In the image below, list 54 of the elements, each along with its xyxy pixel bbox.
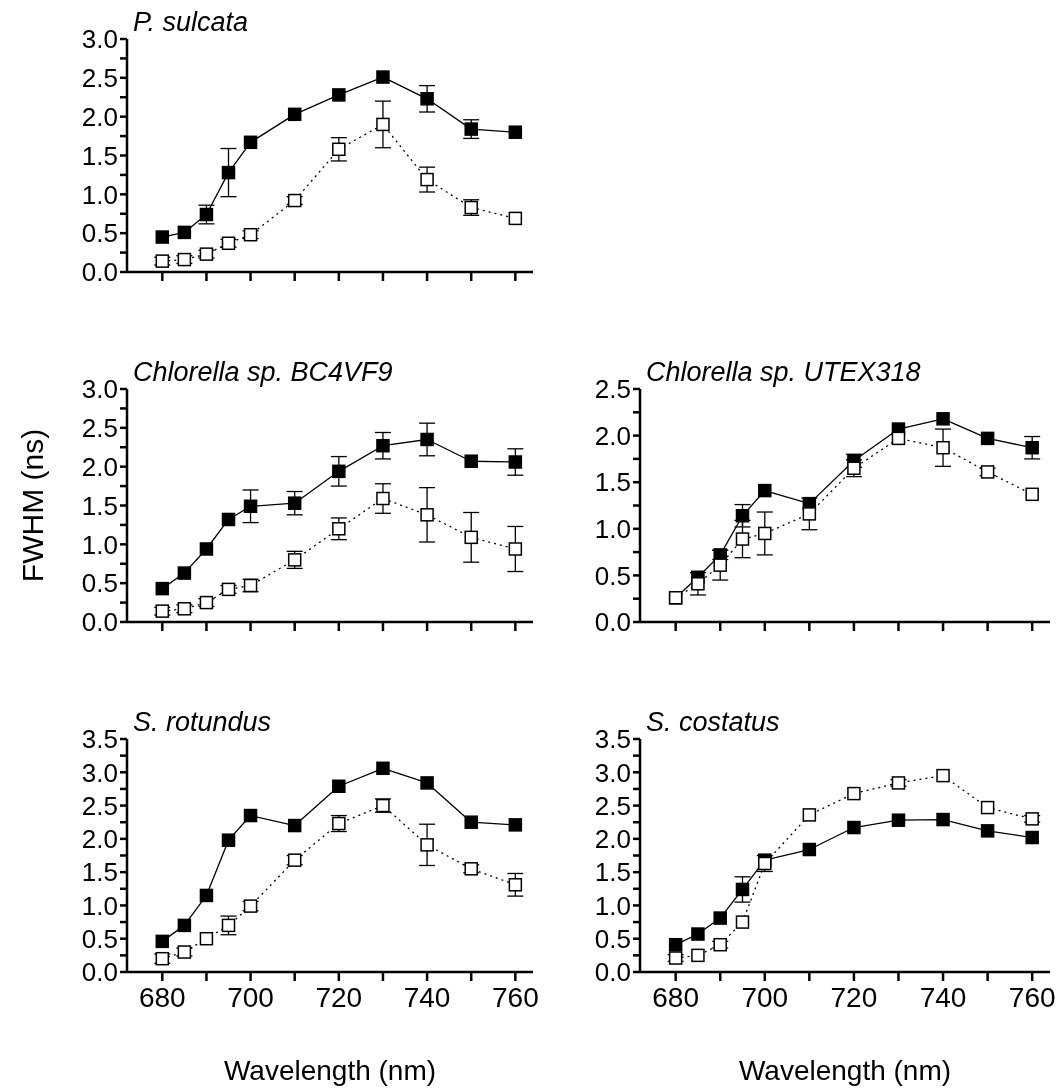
y-tick-label: 2.0	[81, 101, 118, 132]
x-tick-label: 700	[741, 981, 789, 1013]
chart-title: P. sulcata	[133, 7, 249, 38]
x-tick-label: 720	[315, 981, 363, 1013]
x-tick-label: 680	[138, 981, 186, 1013]
x-tick-label: 680	[652, 981, 700, 1013]
y-tick-label: 1.0	[594, 890, 631, 921]
y-tick-label: 2.5	[81, 413, 118, 444]
y-tick-label: 0.0	[594, 957, 631, 988]
y-tick-label: 2.0	[594, 420, 631, 451]
y-tick-label: 2.5	[594, 374, 631, 405]
y-tick-label: 0.0	[81, 257, 118, 288]
y-tick-label: 3.5	[81, 724, 118, 755]
y-tick-label: 1.0	[594, 514, 631, 545]
y-tick-label: 0.0	[81, 957, 118, 988]
y-tick-label: 1.5	[594, 857, 631, 888]
x-tick-label: 740	[919, 981, 967, 1013]
y-tick-label: 2.0	[81, 824, 118, 855]
y-tick-label: 0.5	[594, 560, 631, 591]
y-tick-label: 2.5	[81, 790, 118, 821]
x-tick-label: 700	[227, 981, 274, 1013]
y-tick-label: 0.0	[594, 607, 631, 638]
x-tick-label: 720	[830, 981, 878, 1013]
y-tick-label: 3.5	[594, 724, 631, 755]
y-tick-label: 0.5	[594, 923, 631, 954]
y-tick-label: 3.0	[81, 374, 118, 405]
y-tick-label: 2.5	[81, 63, 118, 94]
y-tick-label: 2.5	[594, 790, 631, 821]
y-tick-label: 2.0	[594, 824, 631, 855]
x-tick-label: 760	[1008, 981, 1056, 1013]
y-tick-label: 3.0	[594, 757, 631, 788]
y-tick-label: 1.5	[81, 490, 118, 521]
y-tick-label: 1.5	[81, 857, 118, 888]
y-tick-label: 0.5	[81, 218, 118, 249]
chart-title: Chlorella sp. BC4VF9	[133, 357, 393, 388]
y-tick-label: 0.0	[81, 607, 118, 638]
y-tick-label: 3.0	[81, 757, 118, 788]
y-tick-label: 2.0	[81, 451, 118, 482]
y-tick-label: 1.5	[594, 467, 631, 498]
y-tick-label: 3.0	[81, 24, 118, 55]
y-tick-label: 1.0	[81, 179, 118, 210]
chart-title: S. costatus	[646, 707, 780, 738]
x-axis-title: Wavelength (nm)	[223, 1055, 437, 1086]
y-tick-label: 0.5	[81, 568, 118, 599]
x-tick-label: 740	[403, 981, 451, 1013]
y-tick-label: 0.5	[81, 923, 118, 954]
chart-title: Chlorella sp. UTEX318	[646, 357, 921, 388]
y-tick-label: 1.0	[81, 529, 118, 560]
chart-title: S. rotundus	[133, 707, 272, 738]
y-tick-label: 1.0	[81, 890, 118, 921]
y-tick-label: 1.5	[81, 140, 118, 171]
y-axis-title: FWHM (ns)	[15, 428, 49, 583]
x-tick-label: 760	[491, 981, 539, 1013]
x-axis-title: Wavelength (nm)	[738, 1055, 952, 1086]
